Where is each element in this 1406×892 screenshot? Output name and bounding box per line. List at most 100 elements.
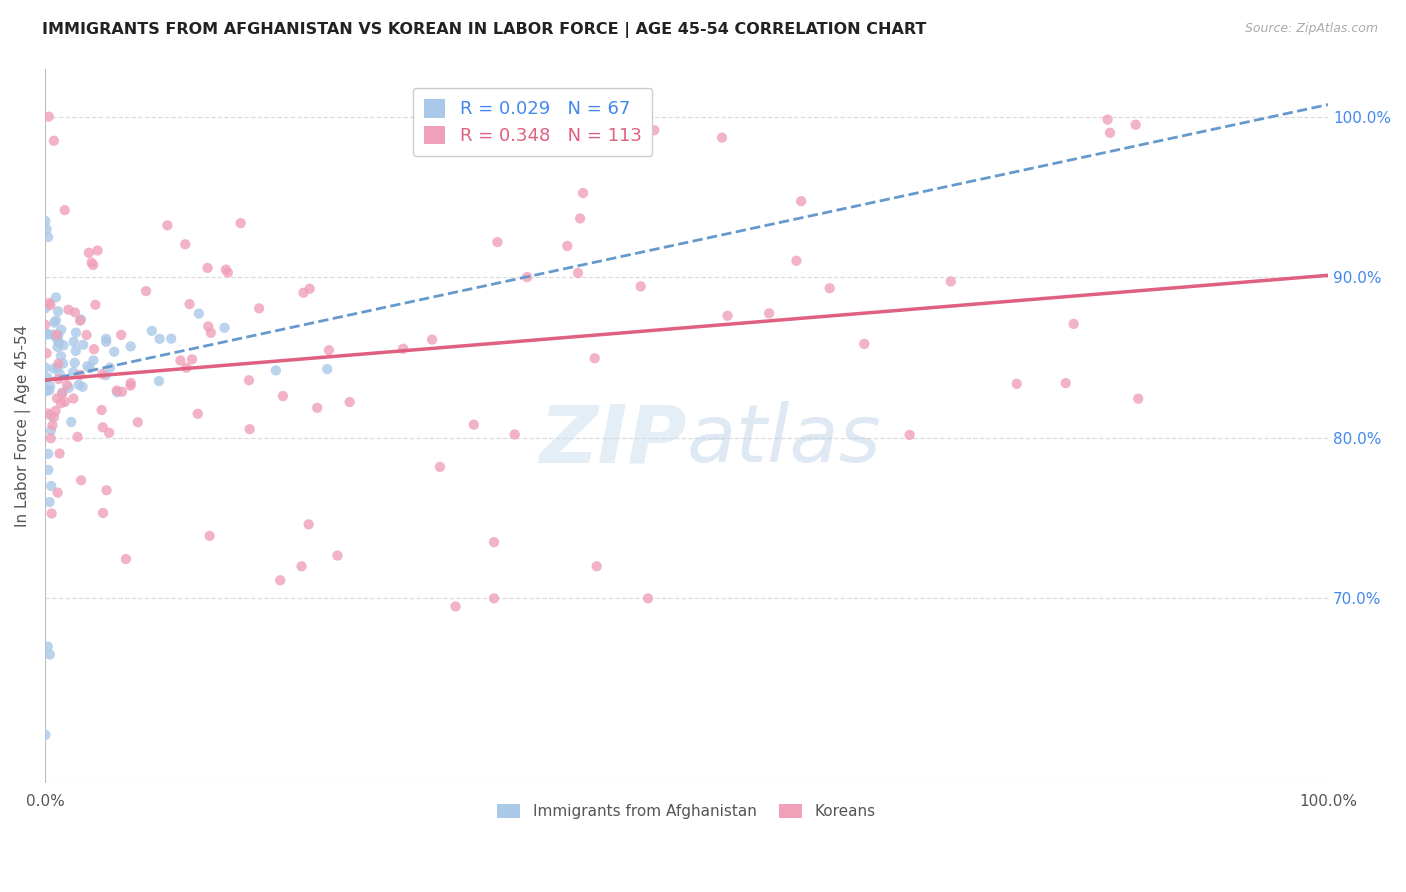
- Point: [34, 318, 56, 332]
- Point: [58, 381, 80, 395]
- Point: [35, 346, 58, 360]
- Point: [72, 380, 94, 394]
- Point: [34, 728, 56, 742]
- Point: [46, 391, 69, 405]
- Point: [298, 517, 321, 532]
- Point: [1097, 112, 1119, 127]
- Point: [643, 123, 665, 137]
- Point: [785, 253, 807, 268]
- Point: [45, 327, 67, 342]
- Point: [572, 186, 595, 200]
- Point: [637, 591, 659, 606]
- Point: [58, 302, 80, 317]
- Point: [1098, 126, 1121, 140]
- Point: [37, 407, 59, 421]
- Point: [229, 216, 252, 230]
- Point: [38, 110, 60, 124]
- Point: [135, 284, 157, 298]
- Point: [264, 363, 287, 377]
- Point: [630, 279, 652, 293]
- Point: [70, 312, 93, 326]
- Point: [52, 357, 75, 371]
- Point: [41, 418, 63, 433]
- Point: [247, 301, 270, 316]
- Point: [49, 396, 72, 410]
- Point: [1005, 376, 1028, 391]
- Point: [56, 378, 79, 392]
- Point: [790, 194, 813, 209]
- Point: [34, 301, 56, 316]
- Point: [516, 270, 538, 285]
- Point: [420, 333, 443, 347]
- Point: [486, 235, 509, 249]
- Point: [46, 357, 69, 371]
- Point: [45, 290, 67, 304]
- Point: [51, 385, 73, 400]
- Point: [214, 320, 236, 334]
- Point: [271, 389, 294, 403]
- Point: [120, 378, 142, 392]
- Point: [339, 395, 361, 409]
- Point: [187, 306, 209, 320]
- Point: [463, 417, 485, 432]
- Point: [326, 549, 349, 563]
- Point: [69, 368, 91, 382]
- Point: [48, 446, 70, 460]
- Point: [710, 130, 733, 145]
- Point: [63, 305, 86, 319]
- Point: [51, 323, 73, 337]
- Point: [392, 342, 415, 356]
- Point: [569, 211, 592, 226]
- Point: [215, 262, 238, 277]
- Point: [716, 309, 738, 323]
- Point: [94, 332, 117, 346]
- Point: [318, 343, 340, 358]
- Point: [583, 351, 606, 366]
- Point: [38, 495, 60, 509]
- Point: [46, 340, 69, 354]
- Point: [49, 349, 72, 363]
- Point: [76, 359, 98, 373]
- Point: [35, 326, 58, 341]
- Point: [1125, 118, 1147, 132]
- Point: [187, 407, 209, 421]
- Text: Source: ZipAtlas.com: Source: ZipAtlas.com: [1244, 22, 1378, 36]
- Point: [66, 430, 89, 444]
- Point: [83, 342, 105, 356]
- Point: [65, 326, 87, 340]
- Point: [65, 343, 87, 358]
- Point: [115, 552, 138, 566]
- Point: [34, 360, 56, 375]
- Point: [35, 222, 58, 236]
- Point: [197, 260, 219, 275]
- Point: [818, 281, 841, 295]
- Point: [141, 324, 163, 338]
- Point: [148, 332, 170, 346]
- Point: [49, 367, 72, 381]
- Point: [62, 365, 84, 379]
- Point: [42, 410, 65, 425]
- Point: [160, 332, 183, 346]
- Point: [290, 559, 312, 574]
- Point: [96, 334, 118, 349]
- Point: [853, 337, 876, 351]
- Point: [238, 373, 260, 387]
- Point: [48, 372, 70, 386]
- Point: [482, 591, 505, 606]
- Point: [39, 379, 62, 393]
- Point: [53, 395, 76, 409]
- Point: [72, 337, 94, 351]
- Point: [91, 506, 114, 520]
- Point: [38, 296, 60, 310]
- Point: [76, 328, 98, 343]
- Point: [105, 385, 128, 400]
- Point: [176, 360, 198, 375]
- Point: [37, 230, 59, 244]
- Point: [44, 329, 66, 343]
- Point: [198, 529, 221, 543]
- Point: [174, 237, 197, 252]
- Point: [37, 463, 59, 477]
- Point: [181, 352, 204, 367]
- Point: [98, 360, 121, 375]
- Point: [585, 559, 607, 574]
